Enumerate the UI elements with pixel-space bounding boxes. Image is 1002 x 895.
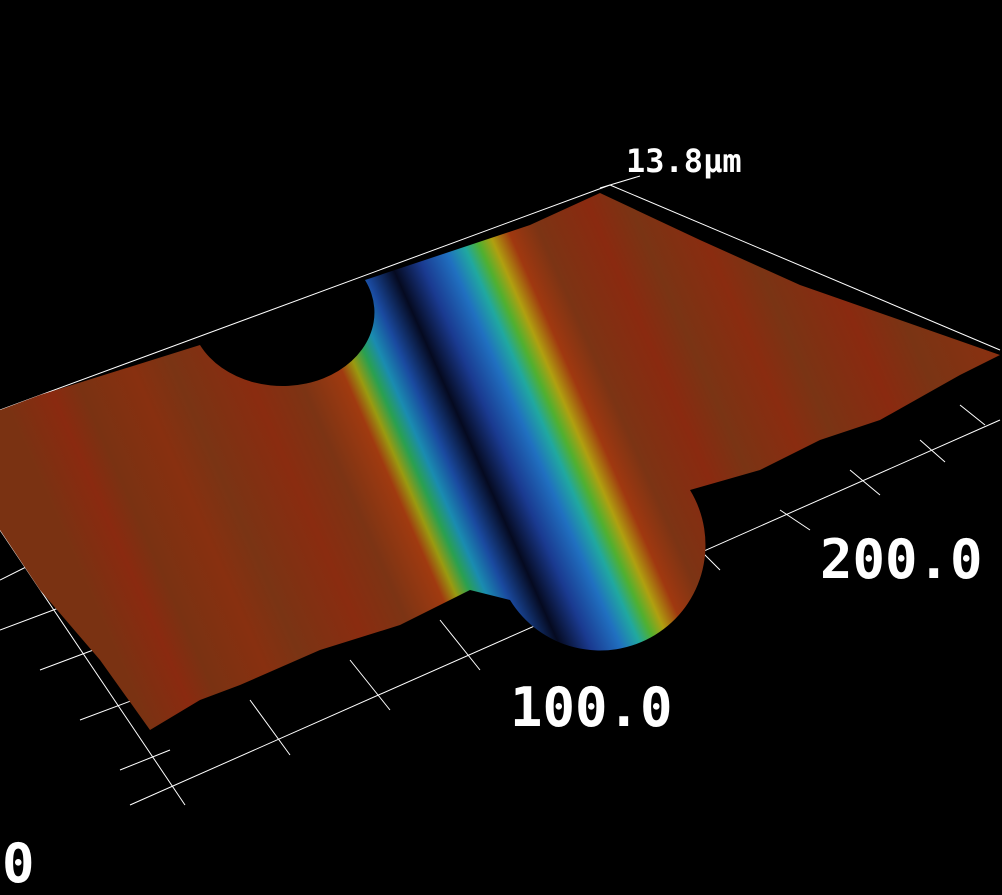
x-axis-label-100: 100.0 bbox=[510, 676, 673, 739]
z-axis-line bbox=[599, 175, 641, 189]
height-map-surface[interactable] bbox=[0, 193, 1000, 730]
x-axis-label-200: 200.0 bbox=[820, 528, 983, 591]
x-axis-label-0: 0 bbox=[2, 832, 35, 895]
z-max-label: 13.8μm bbox=[626, 142, 742, 180]
surface-3d-view[interactable] bbox=[0, 0, 1002, 852]
